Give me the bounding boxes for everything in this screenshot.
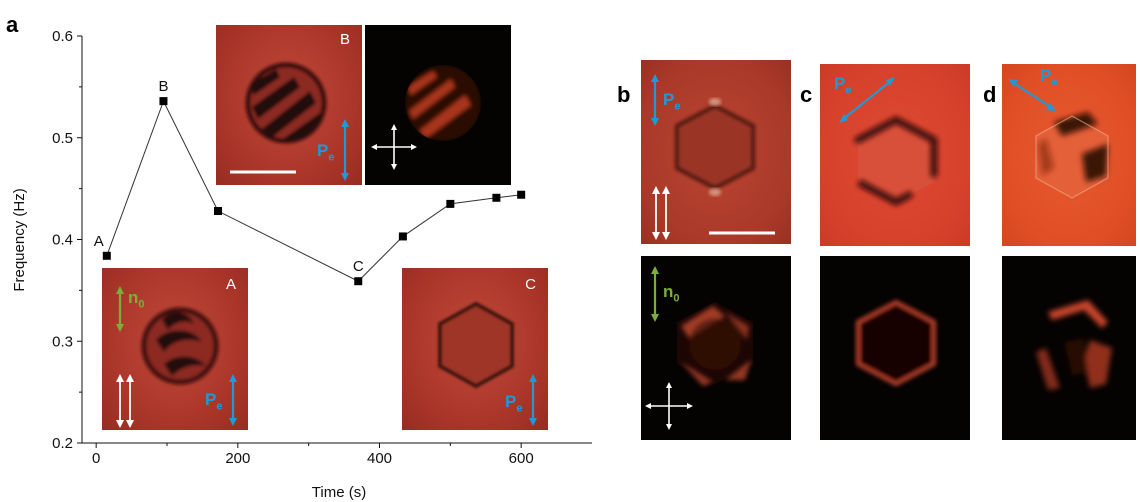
inset-a-micrograph: A n0 Pe <box>102 268 248 430</box>
polarization-symbol-main: P <box>205 390 217 409</box>
panel-c-dark-svg <box>856 299 936 387</box>
panel-c-bright-micrograph: Pe <box>820 64 970 246</box>
panel-label-d: d <box>983 82 997 107</box>
panel-d-bright-svg <box>1008 79 1109 199</box>
polarization-symbol: Pe <box>834 74 851 96</box>
data-point <box>398 232 407 241</box>
y-tick-label: 0.3 <box>52 333 73 350</box>
panel-d-dark-svg <box>1036 300 1112 390</box>
data-point <box>492 193 501 202</box>
data-point <box>214 207 222 216</box>
series-line <box>106 99 522 282</box>
inset-a-svg <box>116 286 237 428</box>
y-tick-label: 0.4 <box>52 232 73 249</box>
panel-b-bright-svg <box>651 74 775 240</box>
panel-b-dark-micrograph: n0 <box>641 256 791 440</box>
swirl-pattern <box>156 312 206 376</box>
y-tick-label: 0.2 <box>52 435 73 452</box>
chart-ticks: 0 200 400 600 0.2 0.3 0.4 0.5 0.6 <box>52 28 534 467</box>
x-tick-label: 600 <box>509 450 534 467</box>
polarization-symbol: Pe <box>205 390 222 412</box>
data-point <box>354 277 363 286</box>
polarization-symbol-sub: e <box>516 402 523 415</box>
polarization-symbol-sub: e <box>328 151 335 164</box>
x-tick-label: 0 <box>92 450 100 467</box>
x-tick-label: 200 <box>225 450 250 467</box>
inset-c-micrograph: C Pe <box>402 268 548 430</box>
panel-b-bright-micrograph: Pe <box>641 60 791 244</box>
y-axis-label: Frequency (Hz) <box>11 188 28 291</box>
polarization-arrow <box>841 79 893 121</box>
dark-stripe-pattern <box>405 65 481 141</box>
data-point-label: A <box>94 233 104 250</box>
panel-label-c: c <box>800 82 813 107</box>
panel-d-dark-micrograph <box>1002 256 1136 440</box>
data-point <box>446 199 455 208</box>
y-tick-label: 0.6 <box>52 28 73 45</box>
inset-b-bright-svg <box>230 62 349 181</box>
data-point-label: B <box>158 78 168 95</box>
inset-b-dark-svg <box>371 65 481 170</box>
x-tick-label: 400 <box>367 450 392 467</box>
polarization-symbol-main: P <box>505 392 517 411</box>
hexagon-edge-shadow <box>854 116 938 206</box>
polarization-symbol: Pe <box>663 90 680 112</box>
inset-c-svg <box>438 301 537 426</box>
data-point <box>517 190 526 199</box>
director-symbol-sub: 0 <box>673 292 680 305</box>
director-symbol-main: n <box>663 282 674 301</box>
polarization-symbol: Pe <box>1040 66 1057 88</box>
polarization-arrow <box>1011 81 1053 109</box>
polarization-symbol: Pe <box>505 392 522 414</box>
director-symbol: n0 <box>128 288 145 310</box>
frequency-chart: 0 200 400 600 0.2 0.3 0.4 0.5 0.6 A B C Time (s) F… <box>11 28 592 501</box>
polarization-symbol: Pe <box>317 141 334 163</box>
hexagon-shape <box>675 103 755 191</box>
director-symbol: n0 <box>663 282 680 304</box>
x-axis-label: Time (s) <box>312 484 366 501</box>
polarization-symbol-main: P <box>317 141 329 160</box>
hexagon-shape <box>438 301 514 389</box>
hexagon-shape <box>858 120 934 202</box>
panel-b-dark-svg <box>645 266 753 430</box>
data-point <box>159 97 168 106</box>
panel-c-bright-svg <box>839 77 938 206</box>
polarization-symbol-sub: e <box>674 100 681 113</box>
panel-d-bright-micrograph: Pe <box>1002 64 1136 246</box>
hexagon-outline <box>856 299 936 387</box>
director-symbol-sub: 0 <box>138 298 145 311</box>
panel-label-b: b <box>617 82 631 107</box>
polarization-symbol-main: P <box>663 90 675 109</box>
inset-a-label: A <box>225 276 236 293</box>
y-tick-label: 0.5 <box>52 130 73 147</box>
panel-c-dark-micrograph <box>820 256 970 440</box>
dark-field-lobes <box>681 306 751 386</box>
polarization-symbol-sub: e <box>1051 76 1058 89</box>
polarization-symbol-sub: e <box>216 400 223 413</box>
stripe-pattern <box>250 69 324 141</box>
data-point-label: C <box>353 258 364 275</box>
inset-c-label: C <box>525 276 536 293</box>
chart-series: A B C <box>94 78 526 286</box>
polarization-symbol-main: P <box>834 74 846 93</box>
inset-b-dark-micrograph <box>365 25 511 185</box>
dark-lobes <box>1038 112 1108 182</box>
dark-field-lobes <box>1036 300 1112 390</box>
panel-label-a: a <box>6 12 19 37</box>
polarization-symbol-sub: e <box>845 84 852 97</box>
director-symbol-main: n <box>128 288 139 307</box>
inset-b-label: B <box>339 31 350 48</box>
data-point <box>102 251 111 260</box>
inset-b-bright-micrograph: B Pe <box>216 25 362 185</box>
polarization-symbol-main: P <box>1040 66 1052 85</box>
